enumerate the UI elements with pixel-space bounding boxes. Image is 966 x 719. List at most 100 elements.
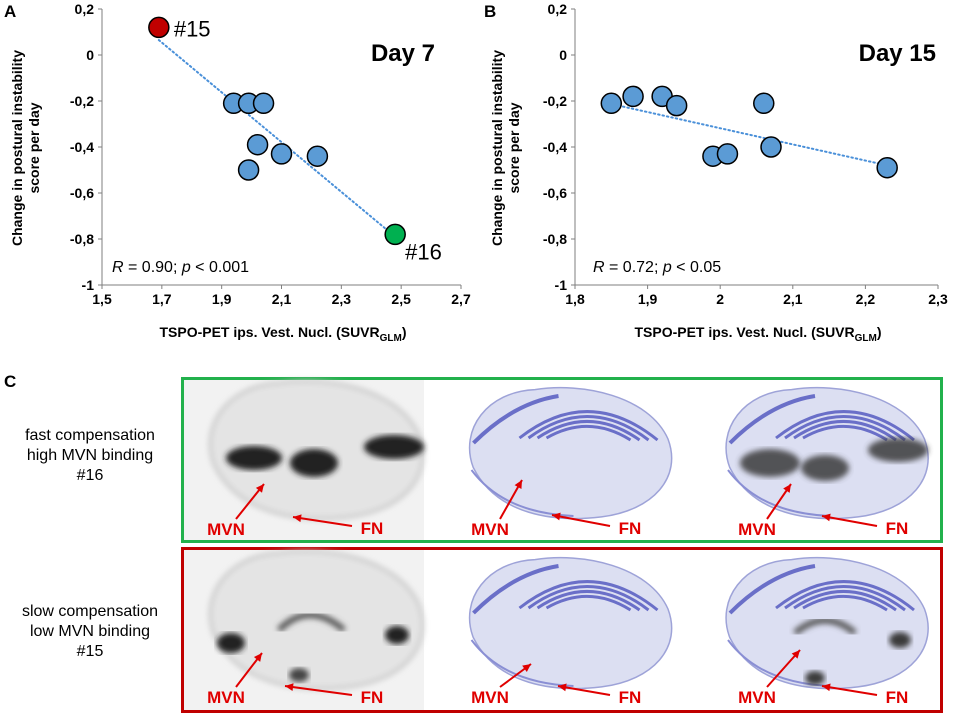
brainstem-edge xyxy=(470,639,574,687)
y-tick-label: 0,2 xyxy=(548,1,568,17)
x-tick-label: 2 xyxy=(716,291,724,307)
pet-hotspot xyxy=(289,668,309,682)
mvn-label: MVN xyxy=(207,520,245,539)
pet-image xyxy=(184,550,424,710)
mvn-arrowhead xyxy=(514,480,522,489)
annotation-arrows: MVN FN xyxy=(738,483,908,539)
chart-title: Day 15 xyxy=(859,40,936,67)
ylabel-line2: score per day xyxy=(506,102,522,193)
x-tick-label: 1,9 xyxy=(638,291,658,307)
pet-hotspot xyxy=(226,446,282,470)
pet-overlay-hotspot xyxy=(740,449,800,477)
data-point xyxy=(665,94,688,117)
mvn-arrowhead xyxy=(253,653,262,662)
cerebellar-folium xyxy=(545,594,632,612)
x-tick-label: 2,1 xyxy=(783,291,803,307)
pet-hotspot xyxy=(385,626,409,644)
brainstem-edge xyxy=(727,469,831,517)
pet-hotspot xyxy=(364,435,424,459)
fn-label: FN xyxy=(886,688,909,707)
fn-arrow-line xyxy=(557,685,611,696)
mvn-arrow-line xyxy=(766,649,801,688)
y-tick-label: -0,2 xyxy=(70,93,94,109)
y-tick-label: -0,4 xyxy=(543,139,567,155)
cerebellar-folium xyxy=(784,415,906,442)
mvn-label: MVN xyxy=(471,520,509,539)
cerebellar-folium xyxy=(784,585,906,612)
pet-overlay-hotspot xyxy=(793,617,857,636)
overlay-image xyxy=(725,556,929,690)
annotation-arrows: MVN FN xyxy=(471,479,642,539)
data-point xyxy=(252,92,275,115)
pet-hotspot xyxy=(217,633,245,653)
chart-day15-xlabel: TSPO-PET ips. Vest. Nucl. (SUVRGLM) xyxy=(634,324,881,344)
data-point xyxy=(246,133,269,156)
data-point xyxy=(306,145,329,167)
y-tick-label: -0,8 xyxy=(543,231,567,247)
mvn-label: MVN xyxy=(207,688,245,707)
cerebellar-folium xyxy=(527,415,650,442)
fn-arrow-line xyxy=(292,516,353,527)
fn-label: FN xyxy=(361,519,384,538)
panel-letter-c: C xyxy=(4,372,17,391)
fn-arrow-line xyxy=(821,685,878,696)
mvn-arrowhead xyxy=(522,664,531,672)
y-tick-label: -0,2 xyxy=(543,93,567,109)
mvn-arrowhead xyxy=(783,484,791,493)
x-tick-label: 1,9 xyxy=(212,291,232,307)
data-point xyxy=(600,92,623,115)
fn-arrow-line xyxy=(821,515,878,527)
fn-arrowhead xyxy=(822,513,831,522)
row-label-line2: low MVN binding xyxy=(29,623,151,640)
mvn-label: MVN xyxy=(738,520,776,539)
row-label-fast: fast compensation high MVN binding #16 xyxy=(0,426,180,486)
pet-hotspot xyxy=(290,449,338,477)
cerebellar-folium xyxy=(793,420,897,442)
brain-section-outline xyxy=(468,556,673,690)
pet-image xyxy=(184,380,424,540)
chart-day15-ylabel: Change in postural instability score per… xyxy=(489,50,522,246)
y-tick-label: -1 xyxy=(555,277,568,293)
point-label: #15 xyxy=(174,16,211,41)
y-tick-label: 0 xyxy=(86,47,94,63)
data-point xyxy=(760,136,782,158)
fn-arrow-line xyxy=(284,685,353,696)
cerebellar-folium xyxy=(536,590,641,612)
data-point xyxy=(237,159,260,181)
cortex-band xyxy=(472,564,559,615)
fn-label: FN xyxy=(619,519,642,538)
panel-letter-a: A xyxy=(4,2,17,21)
annotation-arrows: MVN FN xyxy=(207,483,384,539)
pet-hotspot xyxy=(276,612,346,633)
fn-arrowhead xyxy=(558,683,567,692)
fn-label: FN xyxy=(361,688,384,707)
cerebellar-folium xyxy=(793,590,897,612)
cortex-band xyxy=(728,564,816,615)
row-box-slow xyxy=(181,547,943,713)
chart-day15: Change in postural instability score per… xyxy=(489,1,948,344)
row-label-line1: slow compensation xyxy=(21,603,159,620)
cerebellar-folium xyxy=(775,410,915,442)
data-point xyxy=(622,85,644,108)
annotation-arrows: MVN FN xyxy=(207,652,384,707)
x-tick-label: 2,5 xyxy=(391,291,411,307)
fn-arrow-line xyxy=(551,514,611,527)
chart-day7-stats: R = 0.90; p < 0.001 xyxy=(112,259,249,276)
chart-day7: Change in postural instability score per… xyxy=(9,1,471,344)
cerebellar-folium xyxy=(775,580,915,612)
brain-section-outline xyxy=(468,386,673,520)
mvn-arrowhead xyxy=(791,650,800,659)
data-point xyxy=(384,223,406,246)
row-label-line2: high MVN binding xyxy=(26,447,154,464)
pet-overlay-hotspot xyxy=(805,671,825,685)
x-tick-label: 1,7 xyxy=(152,291,172,307)
cerebellar-folium xyxy=(518,580,659,612)
annotation-arrows: MVN FN xyxy=(471,663,642,707)
fn-label: FN xyxy=(619,688,642,707)
chart-day7-xlabel: TSPO-PET ips. Vest. Nucl. (SUVRGLM) xyxy=(159,324,406,344)
overlay-image xyxy=(725,386,929,520)
trendline xyxy=(617,104,889,167)
cerebellar-folium xyxy=(802,424,888,442)
panel-letter-b: B xyxy=(484,2,497,21)
chart-day15-stats: R = 0.72; p < 0.05 xyxy=(593,259,721,276)
